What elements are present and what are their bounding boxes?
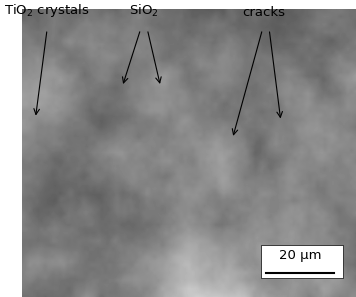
Text: cracks: cracks <box>243 6 286 19</box>
Bar <box>261 245 342 278</box>
Text: TiO$_2$ crystals: TiO$_2$ crystals <box>4 2 90 19</box>
Text: SiO$_2$: SiO$_2$ <box>129 3 159 19</box>
Text: 20 μm: 20 μm <box>279 249 321 263</box>
